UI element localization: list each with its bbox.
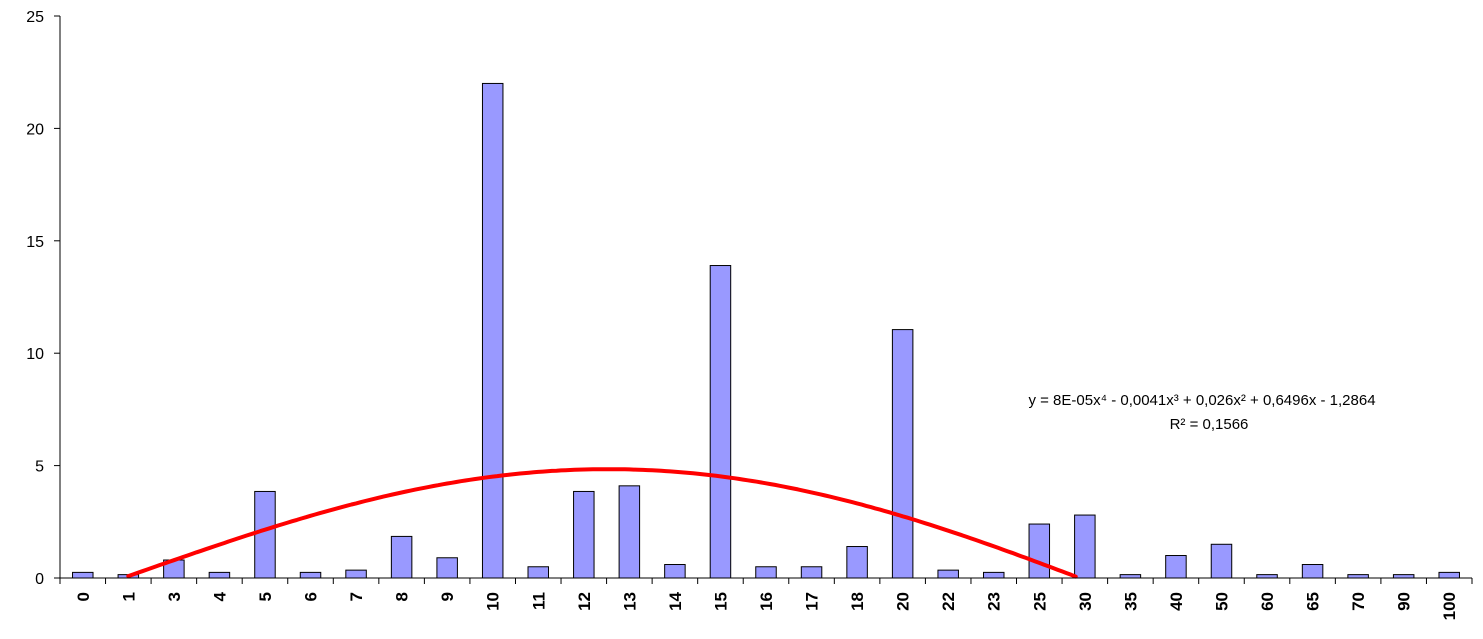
bar [345, 569, 367, 579]
bar [1438, 571, 1460, 579]
bar [755, 566, 777, 579]
x-tick-label: 3 [165, 592, 184, 601]
y-tick-label: 25 [26, 9, 44, 26]
bar [1119, 574, 1142, 579]
bar [618, 485, 641, 579]
bar [1392, 574, 1415, 579]
bar [1028, 523, 1051, 579]
x-tick-label: 5 [256, 592, 275, 601]
bar [982, 571, 1005, 579]
x-tick-label: 18 [848, 592, 867, 611]
y-tick-label: 15 [26, 234, 44, 251]
x-tick-label: 1 [119, 592, 138, 601]
bar [664, 564, 686, 579]
trendline-r-squared: R² = 0,1566 [1170, 416, 1249, 433]
x-tick-label: 100 [1440, 592, 1459, 620]
bar [1165, 555, 1187, 579]
x-tick-label: 35 [1121, 592, 1140, 611]
bar [709, 265, 732, 579]
x-tick-label: 50 [1212, 592, 1231, 611]
x-tick-label: 65 [1304, 592, 1323, 611]
bar [891, 329, 914, 579]
bar [481, 82, 504, 579]
bar [72, 571, 94, 579]
x-tick-label: 10 [484, 592, 503, 611]
bar [1301, 564, 1324, 579]
x-tick-label: 4 [210, 591, 229, 601]
bar [1210, 543, 1233, 579]
x-tick-label: 60 [1258, 592, 1277, 611]
bar [800, 566, 823, 579]
bar [1256, 574, 1278, 579]
x-tick-label: 6 [302, 592, 321, 601]
x-tick-label: 0 [74, 592, 93, 601]
bar [846, 546, 868, 579]
y-tick-label: 20 [26, 121, 44, 138]
x-tick-label: 16 [757, 592, 776, 611]
x-tick-label: 8 [393, 592, 412, 601]
trendline-equation: y = 8E-05x⁴ - 0,0041x³ + 0,026x² + 0,649… [1028, 392, 1375, 409]
y-ticks-group: 0 5 10 15 20 25 [26, 9, 60, 588]
x-tick-label: 25 [1030, 592, 1049, 611]
bar [208, 571, 231, 579]
x-tick-label: 11 [529, 592, 548, 610]
bar [436, 557, 458, 579]
bar [390, 535, 413, 579]
bar [527, 566, 550, 579]
bar [573, 490, 595, 579]
bar [299, 571, 322, 579]
y-tick-label: 5 [35, 459, 44, 476]
x-tick-label: 40 [1167, 592, 1186, 611]
x-tick-label: 30 [1076, 592, 1095, 611]
x-tick-label: 23 [985, 592, 1004, 611]
y-tick-label: 0 [35, 571, 44, 588]
x-tick-label: 70 [1349, 592, 1368, 611]
x-tick-label: 20 [894, 592, 913, 611]
x-tick-label: 15 [711, 592, 730, 611]
x-tick-label: 12 [575, 592, 594, 611]
x-tick-label: 17 [803, 592, 822, 611]
x-ticks-group: 0 1 3 4 5 6 7 8 9 10 11 12 13 14 15 16 17 18 20 22 23 25 30 35 4… [59, 578, 1473, 620]
x-tick-label: 14 [666, 591, 685, 610]
bar [937, 569, 959, 579]
x-tick-label: 9 [438, 592, 457, 601]
x-tick-label: 13 [620, 592, 639, 611]
x-tick-label: 90 [1395, 592, 1414, 611]
y-tick-label: 10 [26, 346, 44, 363]
bar [1347, 574, 1369, 579]
x-tick-label: 22 [939, 592, 958, 611]
trendline [126, 467, 1078, 579]
bars-group [72, 82, 1460, 579]
bar [254, 490, 276, 579]
x-tick-label: 7 [347, 592, 366, 601]
bar [1074, 514, 1096, 579]
